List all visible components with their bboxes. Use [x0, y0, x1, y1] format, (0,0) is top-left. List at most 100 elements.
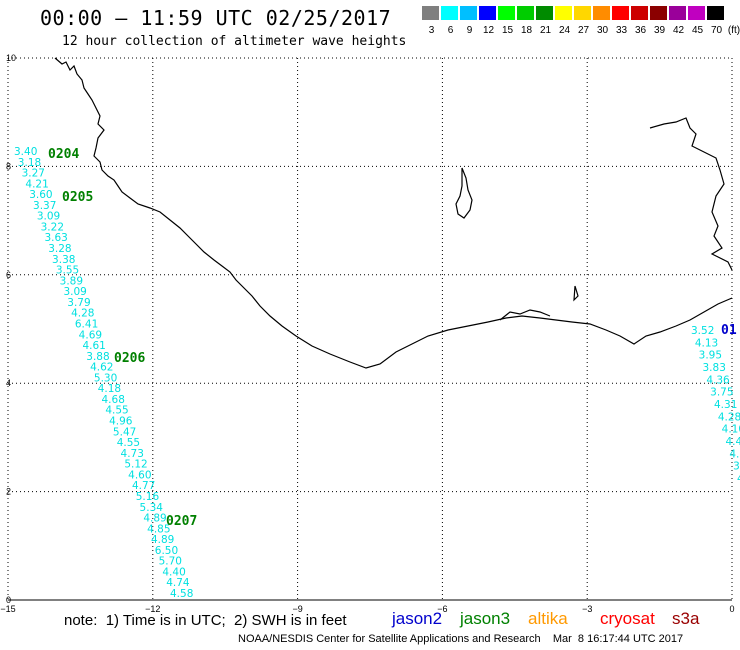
wave-height-value: 4.85 [147, 523, 170, 535]
colorbar-level-label: 24 [558, 25, 571, 36]
x-tick-label: −12 [145, 604, 160, 614]
footer-note: note: 1) Time is in UTC; 2) SWH is in fe… [64, 612, 347, 629]
satellite-legend-item: cryosat [600, 609, 655, 628]
colorbar-swatch [650, 6, 667, 20]
wave-height-value: 4.60 [128, 469, 151, 481]
y-tick-label: 2 [6, 487, 11, 497]
wave-height-value: 4.96 [109, 416, 133, 428]
wave-height-value: 3.83 [703, 362, 726, 374]
colorbar-swatch [422, 6, 439, 20]
wave-height-value: 3.88 [86, 351, 109, 363]
pass-time-labels: 0204 0205 0206 0207 01 [48, 147, 737, 529]
wave-height-value: 3.79 [67, 297, 90, 309]
colorbar-level-label: 70 [710, 25, 723, 36]
coastline-bight-islands [499, 309, 551, 321]
satellite-legend-item: jason3 [460, 609, 511, 628]
colorbar-level-label: 33 [615, 25, 628, 36]
wave-height-value: 4.10 [722, 424, 740, 436]
wave-height-value: 4.55 [117, 437, 140, 449]
colorbar-swatch [441, 6, 458, 20]
colorbar-swatch [517, 6, 534, 20]
x-tick-label: −6 [437, 604, 447, 614]
colorbar-level-label: 15 [501, 25, 514, 36]
colorbar-level-label: 12 [482, 25, 495, 36]
map-title: 00:00 – 11:59 UTC 02/25/2017 [40, 6, 392, 30]
wave-height-value: 4.73 [121, 448, 144, 460]
colorbar-level-label: 9 [466, 25, 473, 36]
wave-height-value: 4.7 [729, 448, 740, 460]
wave-height-value: 3.18 [18, 157, 41, 169]
colorbar-swatch [631, 6, 648, 20]
wave-height-value: 4 [737, 473, 740, 485]
pass-time-label: 01 [721, 323, 737, 338]
wave-height-value: 4.31 [714, 399, 737, 411]
colorbar-level-label: 36 [634, 25, 647, 36]
x-tick-label: −9 [292, 604, 302, 614]
satellite-legend-item: s3a [672, 609, 700, 628]
wave-height-value: 4.69 [79, 329, 102, 341]
axis-tick-labels: −15 −12 −9 −6 −3 0 0 2 4 6 8 10 [0, 53, 734, 614]
colorbar-unit-label: (ft) [727, 25, 740, 36]
pass-time-label: 0204 [48, 147, 79, 162]
coastline-islet [573, 285, 579, 302]
wave-height-value: 4.74 [166, 577, 190, 589]
colorbar-level-label: 3 [428, 25, 435, 36]
wave-height-value: 3.52 [691, 325, 714, 337]
wave-height-value: 3.38 [52, 254, 75, 266]
colorbar-swatch [498, 6, 515, 20]
colorbar-swatch [536, 6, 553, 20]
y-tick-label: 4 [6, 378, 11, 388]
wave-height-value: 3.6 [733, 461, 740, 473]
pass-time-label: 0206 [114, 351, 145, 366]
y-tick-label: 0 [6, 595, 11, 605]
wave-height-value: 5.47 [113, 426, 136, 438]
wave-height-value: 4.89 [143, 513, 166, 525]
colorbar-swatch [460, 6, 477, 20]
colorbar-level-label: 42 [672, 25, 685, 36]
wave-height-value: 5.34 [140, 502, 164, 514]
wave-height-value: 3.22 [41, 221, 64, 233]
wave-height-value: 4.58 [170, 588, 193, 600]
coastline-island [455, 167, 473, 219]
colorbar-level-label: 39 [653, 25, 666, 36]
altimeter-track-east: 3.524.133.953.834.363.754.314.284.104.47… [691, 325, 740, 485]
coastline [54, 57, 733, 369]
wave-height-value: 4.55 [105, 405, 128, 417]
wave-height-value: 3.09 [37, 211, 60, 223]
colorbar-swatch [669, 6, 686, 20]
colorbar-swatch [479, 6, 496, 20]
y-tick-label: 6 [6, 270, 11, 280]
satellite-legend-item: altika [528, 609, 568, 628]
colorbar-level-label: 27 [577, 25, 590, 36]
wave-height-value: 3.37 [33, 200, 56, 212]
wave-height-value: 3.28 [48, 243, 71, 255]
colorbar-swatch [688, 6, 705, 20]
colorbar-level-label: 45 [691, 25, 704, 36]
wave-height-value: 3.75 [710, 387, 733, 399]
wave-height-value: 4.21 [25, 178, 48, 190]
colorbar-swatch [612, 6, 629, 20]
pass-time-label: 0205 [62, 190, 93, 205]
coastline-east [649, 117, 733, 271]
wave-height-value: 4.62 [90, 362, 113, 374]
wave-height-value: 3.09 [63, 286, 86, 298]
wave-height-value: 4.61 [82, 340, 105, 352]
x-tick-label: −15 [0, 604, 15, 614]
colorbar-swatch [574, 6, 591, 20]
wave-height-value: 5.12 [124, 459, 147, 471]
satellite-legend-item: jason2 [392, 609, 443, 628]
wave-height-value: 3.60 [29, 189, 52, 201]
credit-line: NOAA/NESDIS Center for Satellite Applica… [238, 633, 684, 645]
pass-time-label: 0207 [166, 514, 197, 529]
wave-height-value: 4.77 [132, 480, 155, 492]
altimeter-track-west: 3.403.183.274.213.603.373.093.223.633.28… [14, 146, 193, 600]
wave-height-value: 4.13 [695, 337, 718, 349]
wave-height-value: 3.27 [22, 168, 45, 180]
x-tick-label: −3 [582, 604, 592, 614]
colorbar-swatch [707, 6, 724, 20]
wave-height-value: 3.63 [44, 232, 67, 244]
wave-height-value: 4.28 [71, 308, 94, 320]
wave-height-value: 5.70 [159, 556, 182, 568]
wave-height-value: 4.36 [706, 374, 730, 386]
